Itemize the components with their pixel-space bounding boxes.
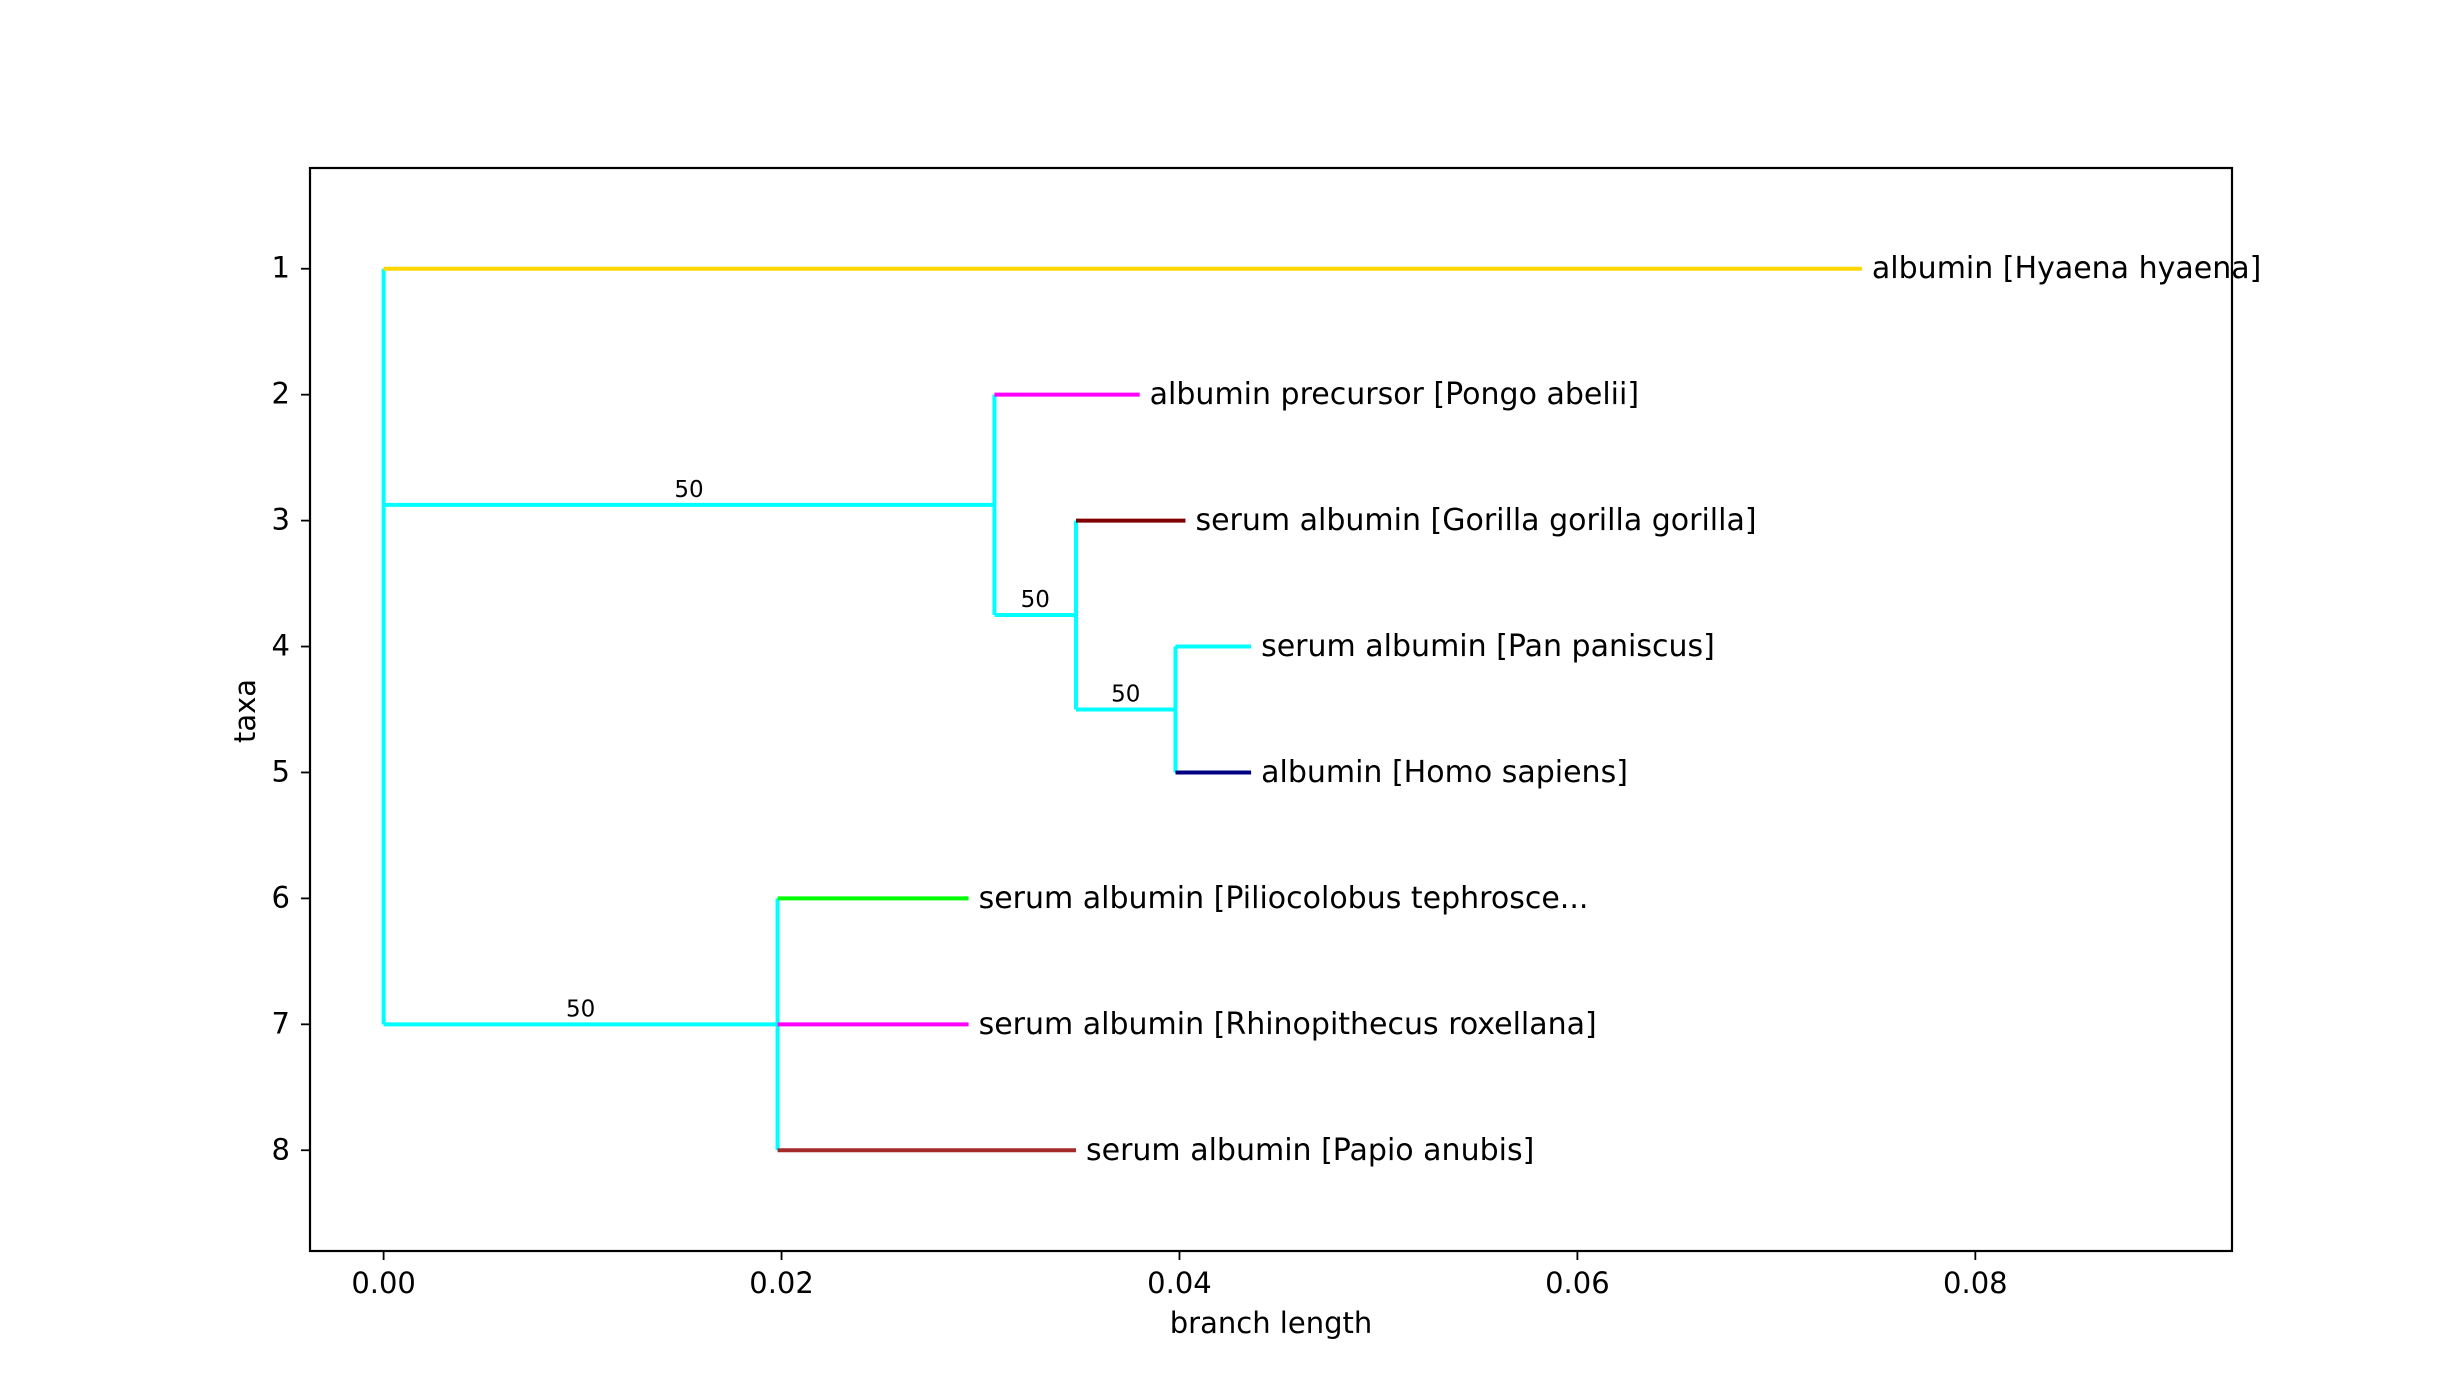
support-value-label: 50 xyxy=(566,996,595,1022)
leaf-label: serum albumin [Gorilla gorilla gorilla] xyxy=(1195,503,1756,538)
support-value-label: 50 xyxy=(1111,682,1140,708)
x-tick-label: 0.06 xyxy=(1545,1266,1610,1300)
x-tick-label: 0.04 xyxy=(1147,1266,1212,1300)
y-tick-label: 6 xyxy=(272,880,290,914)
y-tick-label: 1 xyxy=(272,251,290,285)
x-tick-label: 0.00 xyxy=(351,1266,416,1300)
leaf-label: albumin precursor [Pongo abelii] xyxy=(1150,377,1639,412)
x-tick-label: 0.02 xyxy=(749,1266,814,1300)
leaf-label: serum albumin [Papio anubis] xyxy=(1086,1133,1534,1168)
y-tick-label: 3 xyxy=(272,503,290,537)
plot-frame xyxy=(308,166,2234,1253)
x-axis-label: branch length xyxy=(1170,1306,1372,1340)
y-tick-label: 5 xyxy=(272,754,290,788)
y-tick-label: 4 xyxy=(272,629,290,663)
y-tick-label: 2 xyxy=(272,377,290,411)
support-label-layer: 50 50 50 50 xyxy=(566,477,1140,1022)
y-tick-label: 7 xyxy=(272,1006,290,1040)
y-axis-ticks: 1 2 3 4 5 6 7 8 xyxy=(272,251,310,1166)
support-value-label: 50 xyxy=(1021,587,1050,613)
y-tick-label: 8 xyxy=(272,1132,290,1166)
leaf-label: albumin [Homo sapiens] xyxy=(1261,755,1628,790)
leaf-label-layer: albumin [Hyaena hyaena] albumin precursor… xyxy=(979,251,2262,1168)
x-axis-ticks: 0.00 0.02 0.04 0.06 0.08 xyxy=(351,1251,2008,1300)
x-tick-label: 0.08 xyxy=(1943,1266,2008,1300)
leaf-label: serum albumin [Rhinopithecus roxellana] xyxy=(979,1007,1597,1042)
leaf-label: albumin [Hyaena hyaena] xyxy=(1872,251,2261,286)
support-value-label: 50 xyxy=(674,477,703,503)
branch-layer xyxy=(381,266,1862,1153)
leaf-label: serum albumin [Piliocolobus tephrosce... xyxy=(979,881,1589,916)
y-axis-label: taxa xyxy=(228,679,262,743)
leaf-label: serum albumin [Pan paniscus] xyxy=(1261,629,1715,664)
